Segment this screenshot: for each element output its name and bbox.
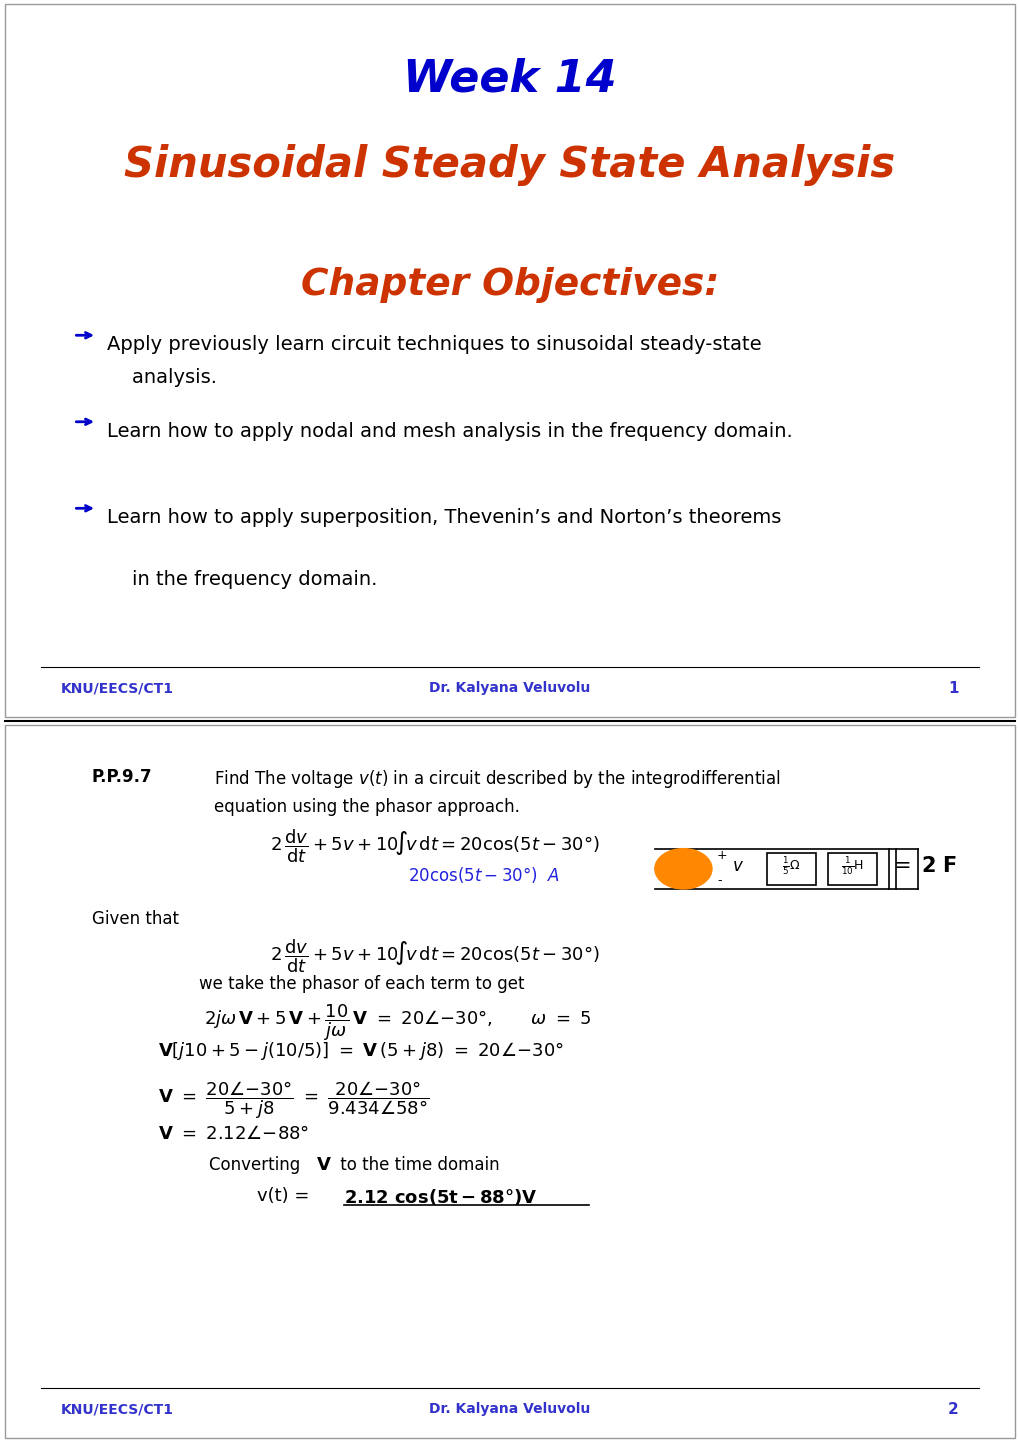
Text: Find The voltage $v(t)$ in a circuit described by the integrodifferential: Find The voltage $v(t)$ in a circuit des… (214, 767, 781, 790)
Text: $\mathbf{V}\ =\ 2.12\angle{-88°}$: $\mathbf{V}\ =\ 2.12\angle{-88°}$ (158, 1125, 309, 1142)
Text: 1: 1 (948, 682, 958, 696)
Text: Week 14: Week 14 (403, 58, 616, 101)
Text: v(t) =: v(t) = (257, 1187, 315, 1204)
Text: -: - (716, 874, 720, 887)
Text: $\mathbf{2.12\ cos(5t - 88°)V}$: $\mathbf{2.12\ cos(5t - 88°)V}$ (343, 1187, 537, 1207)
Text: to the time domain: to the time domain (334, 1156, 498, 1174)
Text: in the frequency domain.: in the frequency domain. (107, 570, 377, 588)
Text: analysis.: analysis. (107, 368, 217, 386)
Text: $\mathbf{V}$: $\mathbf{V}$ (316, 1156, 332, 1174)
Text: $2\,\dfrac{\mathrm{d}v}{\mathrm{d}t}+5v+10\!\int\!v\,\mathrm{d}t = 20\cos(5t-30°: $2\,\dfrac{\mathrm{d}v}{\mathrm{d}t}+5v+… (270, 826, 599, 865)
Text: Chapter Objectives:: Chapter Objectives: (301, 267, 718, 303)
Text: Dr. Kalyana Veluvolu: Dr. Kalyana Veluvolu (429, 1402, 590, 1416)
Text: $=\ \mathbf{2\ F}$: $=\ \mathbf{2\ F}$ (889, 857, 957, 875)
Text: Learn how to apply nodal and mesh analysis in the frequency domain.: Learn how to apply nodal and mesh analys… (107, 423, 792, 441)
Circle shape (654, 848, 711, 888)
Text: $\frac{1}{5}\Omega$: $\frac{1}{5}\Omega$ (782, 855, 800, 877)
Text: Converting: Converting (209, 1156, 306, 1174)
Text: Dr. Kalyana Veluvolu: Dr. Kalyana Veluvolu (429, 682, 590, 695)
Text: $\mathbf{V}\left[j10+5-j(10/5)\right]\ =\ \mathbf{V}\,(5+j8)\ =\ 20\angle{-30°}$: $\mathbf{V}\left[j10+5-j(10/5)\right]\ =… (158, 1040, 564, 1061)
Text: +: + (716, 849, 727, 862)
Text: KNU/EECS/CT1: KNU/EECS/CT1 (61, 682, 174, 695)
Text: $2j\omega\,\mathbf{V}+5\,\mathbf{V}+\dfrac{10}{j\omega}\,\mathbf{V}\ =\ 20\angle: $2j\omega\,\mathbf{V}+5\,\mathbf{V}+\dfr… (204, 1002, 591, 1043)
Text: $2\,\dfrac{\mathrm{d}v}{\mathrm{d}t}+5v+10\!\int\!v\,\mathrm{d}t = 20\cos(5t-30°: $2\,\dfrac{\mathrm{d}v}{\mathrm{d}t}+5v+… (270, 937, 599, 975)
Text: Apply previously learn circuit techniques to sinusoidal steady-state: Apply previously learn circuit technique… (107, 335, 761, 355)
Text: Sinusoidal Steady State Analysis: Sinusoidal Steady State Analysis (124, 144, 895, 186)
Text: v: v (732, 857, 742, 875)
Text: Given that: Given that (92, 910, 178, 927)
Text: equation using the phasor approach.: equation using the phasor approach. (214, 797, 520, 816)
Text: $\mathbf{V}\ =\ \dfrac{20\angle{-30°}}{5+j8}\ =\ \dfrac{20\angle{-30°}}{9.434\an: $\mathbf{V}\ =\ \dfrac{20\angle{-30°}}{5… (158, 1079, 429, 1120)
Text: KNU/EECS/CT1: KNU/EECS/CT1 (61, 1402, 174, 1416)
Text: $\frac{1}{10}$H: $\frac{1}{10}$H (841, 855, 863, 877)
Text: Learn how to apply superposition, Thevenin’s and Norton’s theorems: Learn how to apply superposition, Theven… (107, 509, 781, 528)
Text: we take the phasor of each term to get: we take the phasor of each term to get (199, 975, 524, 992)
Text: $20\cos(5t-30°)$  A: $20\cos(5t-30°)$ A (408, 865, 559, 885)
Text: P.P.9.7: P.P.9.7 (92, 767, 152, 786)
Text: 2: 2 (947, 1402, 958, 1417)
